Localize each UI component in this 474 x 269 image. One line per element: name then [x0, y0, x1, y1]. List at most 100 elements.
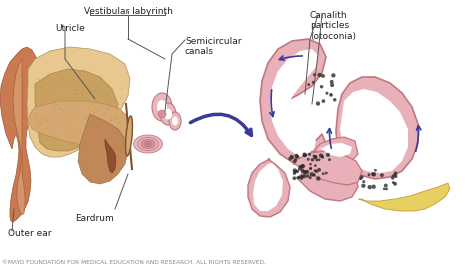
Ellipse shape — [321, 156, 324, 159]
Ellipse shape — [157, 100, 167, 114]
Ellipse shape — [58, 107, 60, 109]
Ellipse shape — [118, 122, 119, 124]
Ellipse shape — [141, 140, 155, 148]
Ellipse shape — [300, 175, 304, 179]
Ellipse shape — [108, 93, 109, 95]
Polygon shape — [0, 47, 38, 222]
Ellipse shape — [94, 107, 96, 108]
Ellipse shape — [88, 82, 90, 83]
Ellipse shape — [51, 90, 52, 92]
Ellipse shape — [292, 168, 297, 173]
Ellipse shape — [158, 110, 166, 118]
Ellipse shape — [307, 83, 310, 86]
Ellipse shape — [312, 155, 315, 157]
Ellipse shape — [307, 158, 310, 161]
Ellipse shape — [93, 124, 95, 125]
Ellipse shape — [303, 170, 308, 174]
Ellipse shape — [372, 172, 376, 177]
Ellipse shape — [393, 182, 397, 186]
Ellipse shape — [391, 176, 394, 180]
Ellipse shape — [82, 89, 84, 91]
Ellipse shape — [110, 120, 111, 122]
Ellipse shape — [321, 155, 324, 158]
Ellipse shape — [169, 112, 181, 130]
Ellipse shape — [106, 95, 108, 97]
Ellipse shape — [322, 172, 325, 175]
Ellipse shape — [116, 119, 118, 120]
Ellipse shape — [69, 134, 70, 135]
Ellipse shape — [302, 174, 307, 178]
Ellipse shape — [60, 80, 62, 81]
Ellipse shape — [319, 153, 323, 158]
Ellipse shape — [298, 176, 301, 179]
Ellipse shape — [292, 176, 296, 180]
Ellipse shape — [40, 135, 42, 136]
Ellipse shape — [372, 185, 376, 189]
Ellipse shape — [103, 113, 105, 115]
Ellipse shape — [43, 92, 44, 93]
Ellipse shape — [46, 128, 47, 129]
Ellipse shape — [47, 96, 49, 97]
Ellipse shape — [75, 115, 76, 116]
Ellipse shape — [46, 120, 48, 122]
Ellipse shape — [64, 120, 65, 121]
Ellipse shape — [49, 80, 51, 82]
Ellipse shape — [79, 130, 81, 132]
Ellipse shape — [359, 177, 362, 180]
Text: Vestibular labyrinth: Vestibular labyrinth — [83, 7, 173, 16]
Polygon shape — [318, 143, 352, 157]
Ellipse shape — [393, 172, 397, 175]
Polygon shape — [28, 101, 130, 149]
Ellipse shape — [318, 158, 320, 161]
Ellipse shape — [76, 132, 77, 134]
Ellipse shape — [137, 137, 158, 150]
Ellipse shape — [330, 83, 334, 87]
Ellipse shape — [107, 125, 109, 126]
Ellipse shape — [40, 119, 42, 121]
Ellipse shape — [312, 81, 315, 84]
Ellipse shape — [38, 79, 39, 80]
Polygon shape — [298, 159, 358, 201]
Text: ©MAYO FOUNDATION FOR MEDICAL EDUCATION AND RESEARCH. ALL RIGHTS RESERVED.: ©MAYO FOUNDATION FOR MEDICAL EDUCATION A… — [2, 260, 266, 265]
Ellipse shape — [300, 176, 303, 180]
Polygon shape — [336, 77, 418, 179]
Ellipse shape — [384, 183, 388, 187]
Ellipse shape — [53, 108, 54, 109]
Ellipse shape — [49, 87, 51, 89]
Ellipse shape — [299, 165, 301, 168]
Ellipse shape — [309, 163, 312, 165]
Ellipse shape — [108, 108, 109, 109]
Polygon shape — [253, 163, 283, 211]
Polygon shape — [314, 137, 358, 165]
Ellipse shape — [164, 108, 172, 119]
Ellipse shape — [74, 93, 75, 95]
Ellipse shape — [313, 73, 316, 76]
Text: Eardrum: Eardrum — [76, 214, 114, 223]
Ellipse shape — [316, 101, 320, 106]
Ellipse shape — [120, 97, 122, 99]
Ellipse shape — [86, 118, 87, 119]
Polygon shape — [78, 114, 128, 184]
Ellipse shape — [310, 167, 312, 169]
Polygon shape — [260, 39, 326, 164]
Ellipse shape — [106, 104, 108, 105]
Ellipse shape — [93, 112, 95, 113]
Ellipse shape — [291, 155, 294, 159]
Ellipse shape — [301, 169, 304, 173]
Ellipse shape — [144, 141, 152, 147]
Ellipse shape — [122, 112, 124, 114]
Ellipse shape — [109, 86, 110, 87]
Ellipse shape — [36, 106, 38, 108]
Ellipse shape — [329, 94, 333, 97]
Ellipse shape — [315, 169, 318, 173]
Ellipse shape — [106, 85, 108, 87]
Ellipse shape — [59, 109, 61, 110]
Text: Semicircular
canals: Semicircular canals — [185, 37, 241, 56]
Ellipse shape — [313, 155, 318, 159]
Polygon shape — [27, 47, 130, 157]
Ellipse shape — [320, 85, 323, 89]
Ellipse shape — [110, 106, 112, 107]
Ellipse shape — [313, 174, 316, 176]
Ellipse shape — [312, 174, 315, 176]
Ellipse shape — [76, 90, 77, 91]
